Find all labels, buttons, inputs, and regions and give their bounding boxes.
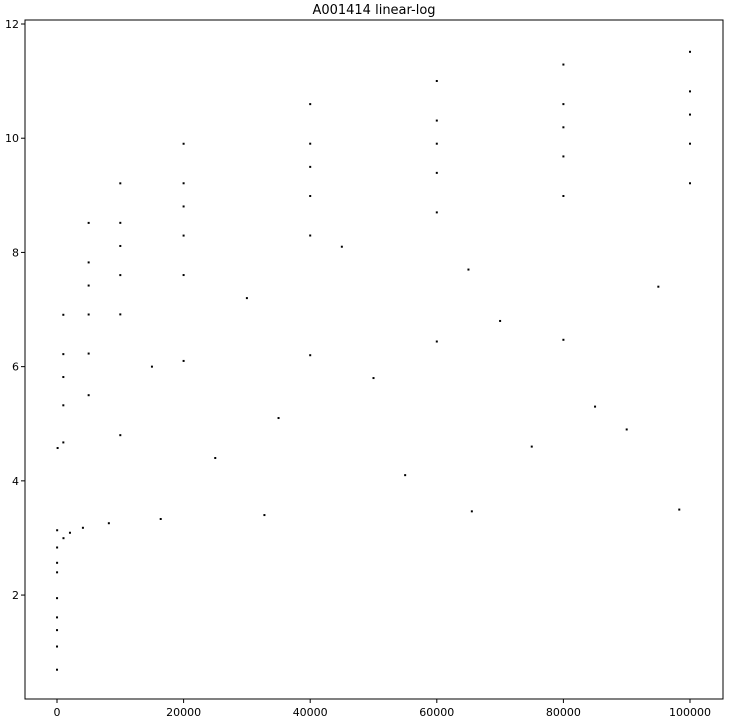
point — [435, 211, 438, 214]
point — [62, 313, 65, 316]
point — [56, 571, 59, 574]
point — [309, 354, 312, 357]
y-tick-label: 12 — [5, 18, 19, 31]
point — [119, 221, 122, 224]
point — [625, 428, 628, 431]
point — [277, 417, 280, 420]
point — [467, 268, 470, 271]
point — [309, 195, 312, 198]
point — [62, 441, 65, 444]
point — [87, 284, 90, 287]
point — [56, 616, 59, 619]
y-tick-label: 4 — [12, 475, 19, 488]
point — [435, 79, 438, 82]
point — [182, 274, 185, 277]
point — [107, 522, 110, 525]
point — [62, 537, 65, 540]
point — [87, 352, 90, 355]
point — [62, 404, 65, 407]
x-tick-label: 20000 — [166, 706, 201, 719]
x-tick-label: 60000 — [419, 706, 454, 719]
point — [562, 195, 565, 198]
point — [159, 517, 162, 520]
point — [470, 510, 473, 513]
point — [56, 629, 59, 632]
point — [245, 297, 248, 300]
point — [594, 405, 597, 408]
point — [689, 113, 692, 116]
point — [81, 526, 84, 529]
point — [689, 50, 692, 53]
point — [309, 142, 312, 145]
point — [214, 457, 217, 460]
point — [182, 205, 185, 208]
point — [562, 103, 565, 106]
point — [182, 359, 185, 362]
y-tick-label: 8 — [12, 246, 19, 259]
x-tick-label: 40000 — [293, 706, 328, 719]
point — [435, 340, 438, 343]
point — [87, 261, 90, 264]
point — [562, 63, 565, 66]
point — [340, 245, 343, 248]
point — [182, 234, 185, 237]
point — [56, 529, 59, 532]
point — [678, 508, 681, 511]
point — [56, 561, 59, 564]
point — [435, 171, 438, 174]
plot-frame — [24, 19, 724, 700]
point — [56, 447, 59, 450]
point — [68, 531, 71, 534]
point — [657, 285, 660, 288]
point — [56, 645, 59, 648]
point — [689, 90, 692, 93]
point — [119, 244, 122, 247]
point — [309, 165, 312, 168]
point — [263, 514, 266, 517]
point — [309, 234, 312, 237]
chart-title: A001414 linear-log — [312, 3, 435, 18]
y-tick-label: 2 — [12, 589, 19, 602]
x-tick-label: 80000 — [546, 706, 581, 719]
point — [62, 353, 65, 356]
point — [119, 274, 122, 277]
point — [435, 142, 438, 145]
point — [182, 182, 185, 185]
point — [56, 597, 59, 600]
point — [689, 182, 692, 185]
point — [530, 445, 533, 448]
y-tick-label: 6 — [12, 361, 19, 374]
y-tick-label: 10 — [5, 132, 19, 145]
x-tick-label: 0 — [53, 706, 60, 719]
point — [182, 142, 185, 145]
point — [562, 155, 565, 158]
point — [404, 474, 407, 477]
point — [150, 365, 153, 368]
point — [689, 142, 692, 145]
x-tick-label: 100000 — [669, 706, 711, 719]
point — [119, 313, 122, 316]
point — [119, 182, 122, 185]
point — [499, 319, 502, 322]
point — [56, 668, 59, 671]
point — [562, 126, 565, 129]
point — [87, 221, 90, 224]
point — [562, 338, 565, 341]
point — [87, 313, 90, 316]
point — [309, 103, 312, 106]
point — [62, 376, 65, 379]
point — [119, 434, 122, 437]
point — [372, 377, 375, 380]
point — [87, 394, 90, 397]
point — [435, 119, 438, 122]
point — [56, 546, 59, 549]
